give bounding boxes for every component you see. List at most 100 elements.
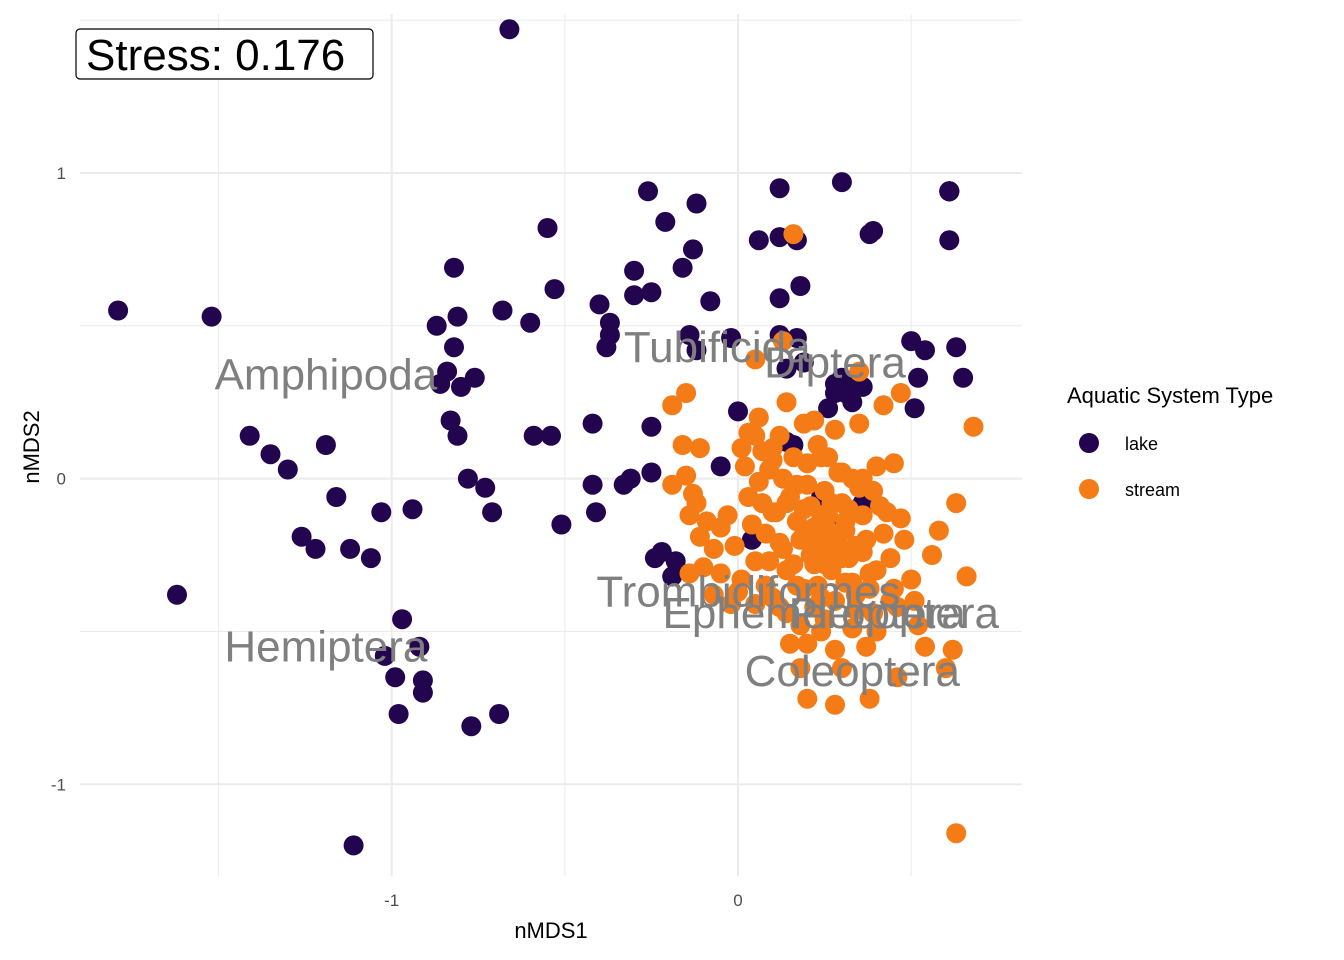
stream-point (793, 499, 814, 520)
lake-point (475, 477, 496, 498)
lake-point (769, 178, 790, 199)
stream-point (825, 419, 845, 440)
stress-label: Stress: 0.176 (86, 31, 345, 80)
stream-point (769, 532, 790, 553)
lake-point (409, 636, 430, 657)
lake-point (426, 315, 447, 336)
lake-point (908, 367, 929, 388)
lake-point (679, 325, 700, 345)
taxon-label: Plecoptera (789, 589, 1000, 638)
legend: Aquatic System Type lake stream (1067, 383, 1273, 500)
x-tick-label: -1 (384, 891, 399, 910)
lake-point (793, 352, 814, 373)
lake-point (492, 300, 513, 321)
legend-label-stream: stream (1125, 480, 1180, 500)
lake-point (589, 294, 610, 315)
stream-point (689, 526, 710, 547)
lake-point (167, 584, 187, 605)
lake-point (842, 392, 863, 413)
lake-point (385, 667, 406, 688)
stream-point (831, 658, 852, 679)
lake-point (326, 487, 347, 507)
stream-point (946, 823, 967, 844)
stream-point (946, 493, 967, 514)
lake-point (852, 376, 873, 397)
stream-point (793, 578, 814, 599)
y-axis-title: nMDS2 (19, 410, 44, 483)
stream-point (689, 438, 710, 459)
stream-point (728, 581, 748, 602)
stream-point (866, 621, 887, 642)
stream-point (755, 575, 776, 596)
lake-point (523, 425, 544, 446)
lake-point (444, 257, 464, 278)
lake-point (402, 499, 423, 520)
lake-point (624, 260, 645, 281)
lake-point (683, 239, 703, 260)
stream-point (745, 594, 766, 614)
stream-point (703, 584, 724, 605)
lake-point (371, 502, 392, 523)
stream-point (783, 224, 804, 245)
stream-point (838, 499, 859, 520)
lake-point (291, 526, 312, 547)
lake-point (710, 456, 731, 477)
lake-point (641, 282, 662, 303)
stream-point (894, 529, 915, 550)
lake-point (582, 413, 603, 434)
x-tick-label: 0 (733, 891, 742, 910)
x-axis-title: nMDS1 (514, 918, 587, 943)
taxon-label: Amphipoda (215, 351, 438, 400)
stream-point (935, 658, 956, 679)
tick-labels: -1 0 -1 0 1 (51, 164, 743, 910)
lake-point (482, 502, 503, 523)
lake-point (939, 181, 960, 202)
lake-point (686, 193, 707, 214)
stream-point (662, 395, 683, 416)
lake-point (728, 401, 748, 422)
stream-point (818, 551, 839, 572)
lake-point (641, 462, 662, 483)
stream-point (773, 331, 793, 352)
stream-point (873, 395, 894, 416)
stream-point (825, 694, 845, 715)
stream-point (908, 615, 929, 636)
stream-point (745, 349, 766, 370)
lake-point (818, 398, 839, 419)
stream-point (759, 551, 780, 572)
lake-point (457, 468, 478, 489)
stream-point (825, 639, 845, 660)
stream-point (866, 456, 887, 477)
legend-key-lake (1079, 433, 1099, 453)
stream-point (748, 407, 769, 428)
stream-point (731, 438, 752, 459)
y-tick-label: -1 (51, 775, 66, 794)
stream-point (956, 566, 977, 587)
lake-point (776, 358, 797, 379)
lake-point (447, 425, 468, 446)
lake-point (700, 291, 721, 312)
stream-point (901, 569, 922, 590)
lake-point (582, 474, 603, 495)
lake-point (201, 306, 222, 327)
lake-point (790, 276, 811, 296)
lake-point (769, 288, 790, 309)
lake-point (915, 340, 935, 361)
stream-point (818, 447, 839, 468)
data-points (108, 19, 984, 856)
lake-point (624, 285, 645, 306)
stream-point (859, 688, 880, 709)
taxon-label: Trombidiformes (596, 568, 900, 617)
stream-point (883, 453, 904, 474)
lake-point (392, 609, 413, 630)
stream-point (717, 505, 738, 526)
lake-point (662, 566, 683, 587)
lake-point (586, 502, 606, 523)
lake-point (461, 716, 482, 737)
stream-point (676, 465, 697, 486)
lake-point (447, 306, 468, 327)
stream-point (818, 520, 839, 541)
stream-point (790, 615, 811, 636)
